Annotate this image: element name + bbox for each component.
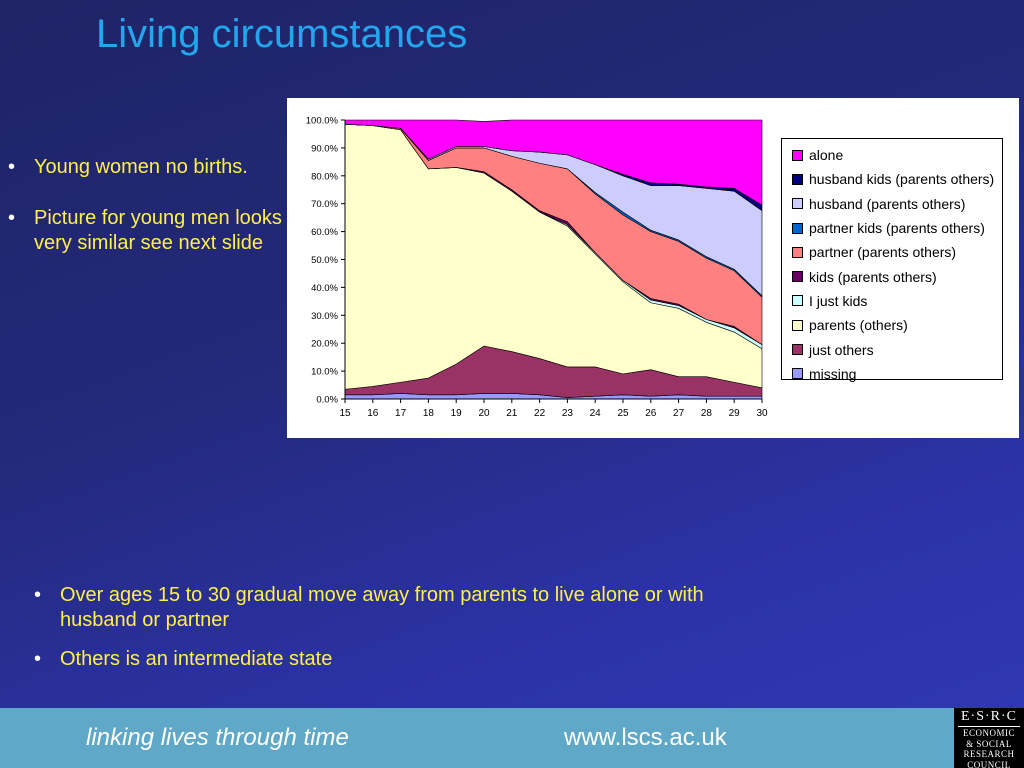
y-tick-label: 80.0%	[311, 171, 338, 182]
y-tick-label: 20.0%	[311, 339, 338, 350]
legend-item: husband kids (parents others)	[792, 167, 1002, 191]
legend-item: partner (parents others)	[792, 240, 1002, 264]
legend-swatch	[792, 198, 803, 210]
y-tick-label: 30.0%	[311, 311, 338, 322]
legend-item: kids (parents others)	[792, 264, 1002, 288]
legend-swatch	[792, 222, 803, 234]
legend-label: partner kids (parents others)	[809, 220, 985, 237]
area-alone	[344, 119, 763, 206]
x-tick-label: 28	[701, 408, 713, 419]
x-tick-label: 22	[534, 408, 546, 419]
slide-title: Living circumstances	[96, 12, 468, 56]
esrc-logo-line: COUNCIL	[967, 759, 1011, 768]
bullet-dot: •	[34, 648, 42, 670]
x-tick-label: 21	[506, 408, 518, 419]
esrc-logo-line: & SOCIAL	[966, 738, 1012, 749]
y-tick-label: 10.0%	[311, 367, 338, 378]
legend-swatch	[792, 246, 803, 258]
legend-item: I just kids	[792, 289, 1002, 313]
bottom-bullet-text: Over ages 15 to 30 gradual move away fro…	[60, 584, 704, 631]
chart-panel: 0.0% 10.0% 20.0% 30.0% 40.0% 50.0% 60.0% 70.0% 8…	[287, 98, 1019, 438]
legend-swatch	[792, 173, 803, 185]
esrc-logo-line: RESEARCH	[963, 749, 1015, 759]
left-bullet-list: • Young women no births. • Picture for you…	[8, 155, 288, 282]
legend-swatch	[792, 344, 803, 356]
x-tick-label: 30	[756, 408, 768, 419]
x-tick-label: 18	[423, 408, 435, 419]
legend-label: husband kids (parents others)	[809, 171, 995, 188]
left-bullet-item: • Picture for young men looks very simila…	[8, 206, 288, 256]
y-tick-label: 0.0%	[316, 395, 338, 406]
y-tick-label: 90.0%	[311, 143, 338, 154]
y-tick-label: 100.0%	[306, 116, 339, 127]
esrc-logo-main: E·S·R·C	[961, 709, 1017, 724]
esrc-logo-line: ECONOMIC	[962, 728, 1015, 738]
x-tick-label: 17	[395, 408, 407, 419]
bullet-dot: •	[34, 584, 42, 606]
legend-label: missing	[809, 365, 857, 382]
x-tick-label: 24	[590, 408, 602, 419]
legend-label: alone	[809, 147, 844, 164]
legend-label: I just kids	[809, 292, 868, 309]
y-tick-label: 40.0%	[311, 283, 338, 294]
chart-legend: alone husband kids (parents others) husban…	[781, 138, 1003, 382]
x-tick-label: 15	[339, 408, 351, 419]
legend-item: parents (others)	[792, 313, 1002, 337]
legend-item: alone	[792, 143, 1002, 167]
bottom-bullet-item: • Others is an intermediate state	[34, 647, 754, 672]
legend-item: just others	[792, 337, 1002, 361]
bullet-dot: •	[8, 156, 16, 178]
legend-label: husband (parents others)	[809, 195, 966, 212]
y-tick-label: 70.0%	[311, 199, 338, 210]
x-tick-label: 26	[645, 408, 657, 419]
esrc-logo: E·S·R·C ECONOMIC & SOCIAL RESEARCH COUNC…	[954, 708, 1024, 768]
footer-website-link[interactable]: www.lscs.ac.uk	[564, 724, 727, 751]
legend-label: kids (parents others)	[809, 268, 937, 285]
x-tick-label: 16	[367, 408, 379, 419]
bullet-dot: •	[8, 207, 16, 229]
x-tick-label: 25	[617, 408, 629, 419]
x-tick-label: 23	[562, 408, 574, 419]
left-bullet-item: • Young women no births.	[8, 155, 288, 180]
esrc-logo-rule	[958, 726, 1020, 727]
footer-tagline: linking lives through time	[86, 724, 349, 751]
bottom-bullet-list: • Over ages 15 to 30 gradual move away fr…	[34, 583, 754, 686]
legend-label: parents (others)	[809, 317, 908, 334]
legend-swatch	[792, 271, 803, 283]
stacked-area-chart: 0.0% 10.0% 20.0% 30.0% 40.0% 50.0% 60.0% 70.0% 8…	[306, 116, 768, 420]
bottom-bullet-text: Others is an intermediate state	[60, 648, 333, 670]
legend-item: husband (parents others)	[792, 192, 1002, 216]
x-tick-label: 27	[673, 408, 685, 419]
legend-swatch	[792, 295, 803, 307]
legend-item: missing	[792, 362, 1002, 386]
footer-bar: linking lives through time www.lscs.ac.u…	[0, 708, 1024, 768]
legend-swatch	[792, 368, 803, 380]
legend-label: partner (parents others)	[809, 244, 957, 261]
y-tick-label: 60.0%	[311, 227, 338, 238]
legend-label: just others	[809, 341, 874, 358]
legend-swatch	[792, 149, 803, 161]
legend-item: partner kids (parents others)	[792, 216, 1002, 240]
legend-swatch	[792, 319, 803, 331]
left-bullet-text: Picture for young men looks very similar…	[34, 207, 282, 254]
bottom-bullet-item: • Over ages 15 to 30 gradual move away fr…	[34, 583, 754, 633]
y-tick-label: 50.0%	[311, 255, 338, 266]
x-tick-label: 19	[451, 408, 463, 419]
x-tick-label: 29	[729, 408, 741, 419]
x-tick-label: 20	[478, 408, 490, 419]
left-bullet-text: Young women no births.	[34, 156, 248, 178]
